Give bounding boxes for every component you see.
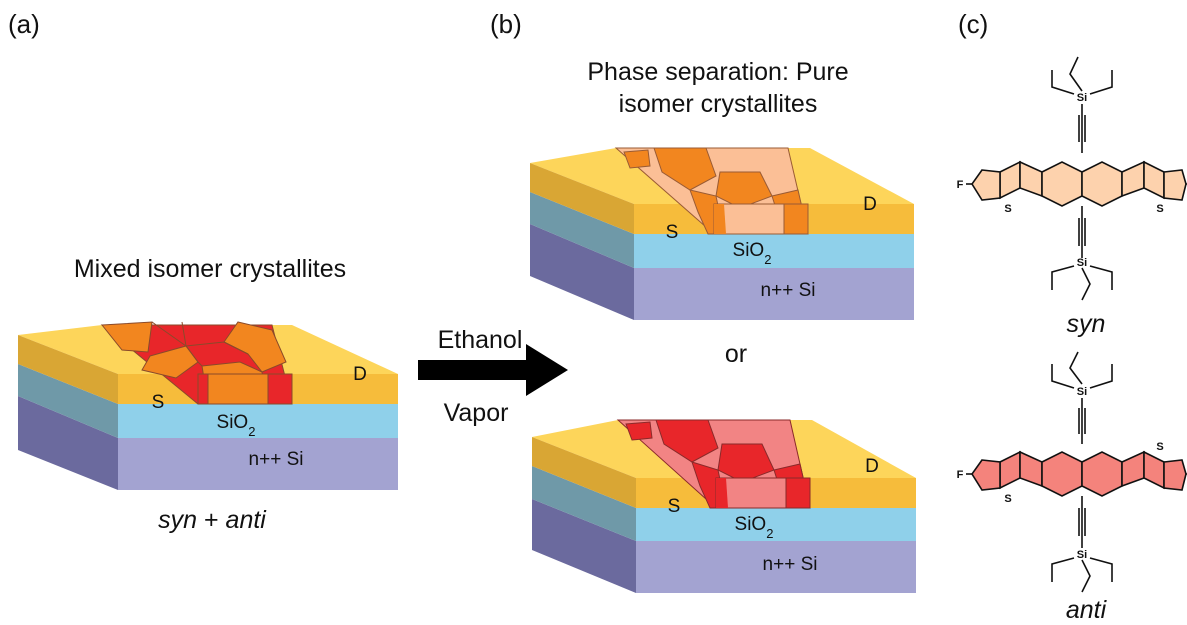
mixture-caption: syn + anti [158,506,267,534]
drain-label: D [865,456,879,477]
silicon-layer-front [634,268,914,320]
anti-molecule [966,351,1187,593]
or-text: or [725,340,747,368]
sulfur-atom-label: S [1004,493,1011,505]
orange-crystallite [141,345,199,379]
process-arrow [418,344,568,396]
device-mixed: S D SiO2 n++ Si [18,321,398,490]
anti-label: anti [1066,596,1108,624]
ethyl-arm [1081,559,1091,593]
orange-crystallite [715,171,773,209]
substrate-label: n++ Si [249,449,304,470]
drain-label: D [863,194,877,215]
orange-crystallite [653,147,717,191]
ethyl-arm [1069,351,1083,385]
anti-acene-core [971,450,1187,497]
oxide-label: SiO2 [733,240,772,267]
oxide-layer-front [636,508,916,541]
grain-boundary [185,345,203,367]
mixed-isomer-caption: Mixed isomer crystallites [74,255,346,283]
silicon-layer-front [636,541,916,593]
oxide-layer-left-side [532,466,636,541]
ethyl-arm [1051,265,1075,290]
fluorine-atom-label: F [957,179,964,191]
ethyl-arm [1051,364,1075,389]
syn-molecule [966,56,1187,301]
ethyl-arm [1089,557,1113,582]
source-electrode-left-side [18,335,118,404]
ethyl-arm [1089,70,1113,95]
orange-crystallite [623,149,651,169]
red-crystallite [625,421,653,441]
oxide-layer-left-side [530,192,634,268]
substrate-label: n++ Si [763,554,818,575]
syn-label: syn [1067,310,1106,338]
silicon-layer-front [118,438,398,490]
orange-crystallite-front [714,204,726,234]
red-crystallite-front [785,477,811,509]
phase-separation-caption-line2: isomer crystallites [619,90,818,118]
substrate-label: n++ Si [761,280,816,301]
source-label: S [152,392,165,413]
arrow-label-bottom: Vapor [444,399,509,427]
panel-label-b: (b) [490,9,522,39]
silicon-atom-label: Si [1077,386,1087,398]
orange-crystallite [101,321,153,353]
silicon-layer-left-side [530,224,634,320]
orange-crystallite-front [207,373,269,405]
red-crystallite-front [716,478,728,508]
drain-electrode-front [292,374,398,404]
red-crystallite [655,419,719,463]
drain-label: D [353,364,367,385]
panel-label-a: (a) [8,9,40,39]
source-electrode-left-side [532,437,636,508]
phase-separation-caption-line1: Phase separation: Pure [587,58,848,86]
ethyl-arm [1051,70,1075,95]
red-crystallite [717,443,775,483]
silicon-layer-left-side [18,396,118,490]
drain-electrode-front [808,204,914,234]
ethyl-arm [1051,557,1075,582]
silicon-atom-label: Si [1077,257,1087,269]
sulfur-atom-label: S [1156,441,1163,453]
fluorine-atom-label: F [957,469,964,481]
oxide-label: SiO2 [217,412,256,439]
source-label: S [668,496,681,517]
ethyl-arm [1081,267,1091,301]
arrow-label-top: Ethanol [438,326,523,354]
ethyl-arm [1069,56,1083,92]
oxide-label: SiO2 [735,514,774,541]
source-label: S [666,222,679,243]
orange-crystallite-front [783,203,809,235]
oxide-layer-left-side [18,364,118,438]
sulfur-atom-label: S [1004,203,1011,215]
device-pure-syn: S D SiO2 n++ Si [530,147,914,320]
silicon-atom-label: Si [1077,549,1087,561]
ethyl-arm [1089,265,1113,290]
oxide-layer-front [118,404,398,438]
syn-acene-core [971,160,1187,207]
grain-boundary [151,321,249,355]
oxide-layer-front [634,234,914,268]
silicon-layer-left-side [532,499,636,593]
source-electrode-left-side [530,163,634,234]
silicon-atom-label: Si [1077,92,1087,104]
panel-label-c: (c) [958,9,988,39]
drain-electrode-front [810,478,916,508]
ethyl-arm [1089,364,1113,389]
grain-boundary [181,321,187,347]
sulfur-atom-label: S [1156,203,1163,215]
device-pure-anti: S D SiO2 n++ Si [532,419,916,593]
